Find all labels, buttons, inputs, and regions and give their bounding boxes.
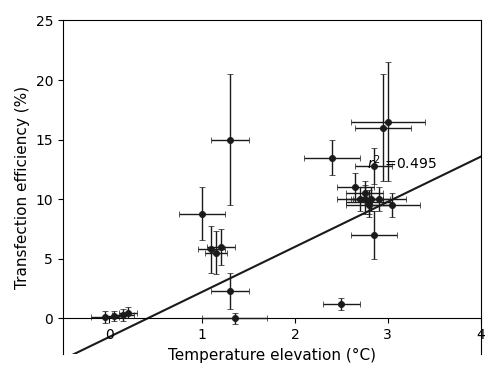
- Y-axis label: Transfection efficiency (%): Transfection efficiency (%): [15, 86, 30, 289]
- X-axis label: Temperature elevation (°C): Temperature elevation (°C): [168, 348, 376, 363]
- Text: $r^2$ =0.495: $r^2$ =0.495: [368, 154, 437, 173]
